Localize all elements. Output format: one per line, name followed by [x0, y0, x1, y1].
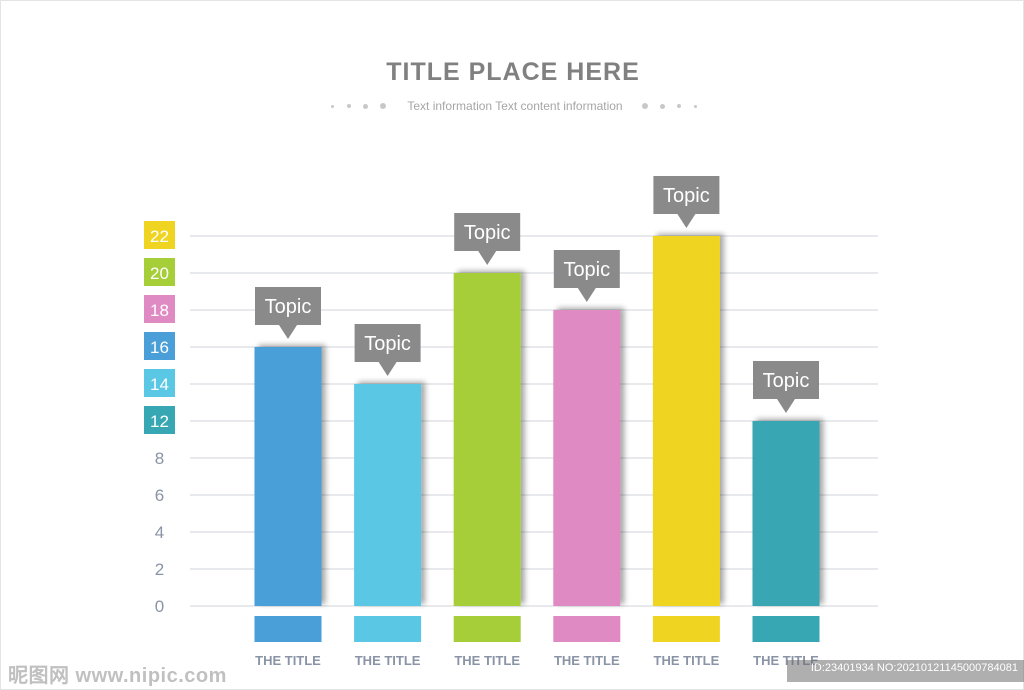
decor-dot [677, 104, 681, 108]
callout-label: Topic [663, 185, 710, 207]
callout-bubble: Topic [354, 324, 421, 376]
x-category-label: THE TITLE [654, 653, 720, 668]
subtitle-row: Text information Text content informatio… [0, 99, 1024, 115]
decor-dot [380, 103, 386, 109]
category-chip [752, 616, 820, 642]
bar [354, 384, 422, 606]
x-category-label: THE TITLE [454, 653, 520, 668]
page-subtitle: Text information Text content informatio… [407, 99, 623, 113]
x-category-label: THE TITLE [554, 653, 620, 668]
bar [752, 421, 820, 606]
category-chip [553, 616, 621, 642]
y-tick-label: 4 [155, 523, 164, 542]
page-title: TITLE PLACE HERE [386, 58, 640, 86]
y-tick-badge [144, 258, 175, 286]
callout-bubble: Topic [255, 287, 321, 339]
x-category-label: THE TITLE [255, 653, 321, 668]
decor-dot [331, 105, 334, 108]
y-tick-label: 18 [150, 301, 169, 320]
callout-bubble: Topic [753, 361, 819, 413]
y-tick-label: 14 [150, 375, 169, 394]
category-chip [354, 616, 422, 642]
decor-dot [642, 103, 648, 109]
y-tick-label: 2 [155, 560, 164, 579]
callout-bubble: Topic [653, 176, 720, 228]
y-tick-badge [144, 406, 175, 434]
watermark-right: ID:23401934 NO:20210121145000784081 [810, 662, 1018, 674]
y-tick-badge [144, 332, 175, 360]
y-tick-badge [144, 369, 175, 397]
bar [652, 236, 720, 606]
decor-dot [694, 105, 697, 108]
callout-label: Topic [364, 333, 411, 355]
y-tick-label: 0 [155, 597, 164, 616]
callout-label: Topic [763, 370, 810, 392]
decor-dot [347, 104, 351, 108]
y-tick-label: 12 [150, 412, 169, 431]
callout-label: Topic [563, 259, 610, 281]
category-chip [652, 616, 720, 642]
callout-label: Topic [265, 296, 312, 318]
decor-dot [660, 104, 665, 109]
x-category-label: THE TITLE [355, 653, 421, 668]
y-tick-label: 16 [150, 338, 169, 357]
decor-dot [363, 104, 368, 109]
callout-bubble: Topic [553, 250, 620, 302]
callout-label: Topic [464, 222, 511, 244]
callout-bubble: Topic [454, 213, 521, 265]
category-chip [453, 616, 521, 642]
y-tick-label: 6 [155, 486, 164, 505]
y-tick-label: 20 [150, 264, 169, 283]
category-chip [254, 616, 322, 642]
y-tick-badge [144, 221, 175, 249]
bar [254, 347, 322, 606]
watermark-bar [787, 660, 1024, 682]
y-tick-badge [144, 295, 175, 323]
bar [553, 310, 621, 606]
y-tick-label: 8 [155, 449, 164, 468]
y-tick-label: 22 [150, 227, 169, 246]
bar [453, 273, 521, 606]
watermark-left: 昵图网 www.nipic.com [8, 665, 227, 687]
